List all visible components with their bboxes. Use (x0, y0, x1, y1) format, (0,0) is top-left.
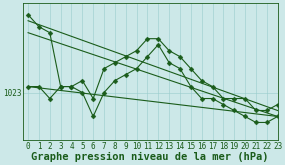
X-axis label: Graphe pression niveau de la mer (hPa): Graphe pression niveau de la mer (hPa) (31, 152, 269, 162)
